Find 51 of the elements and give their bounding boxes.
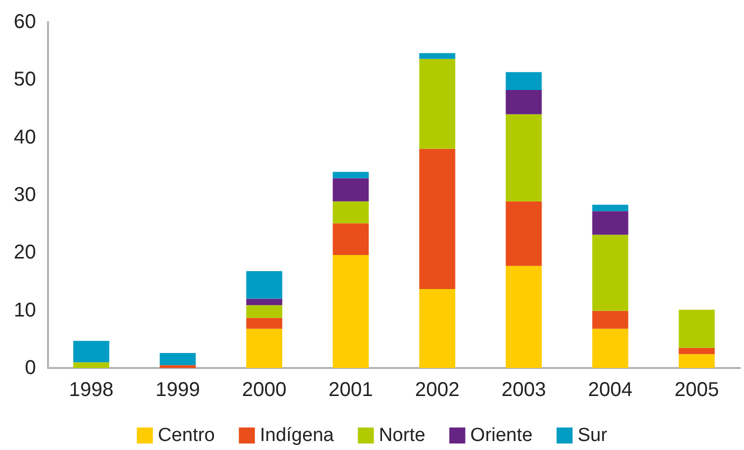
bar <box>678 354 715 368</box>
x-tick-label: 1999 <box>156 379 200 401</box>
bar <box>246 328 282 368</box>
bar <box>506 72 542 90</box>
bar <box>73 362 110 368</box>
y-tick-label: 60 <box>14 11 36 33</box>
bar <box>592 234 628 311</box>
x-tick-label: 2000 <box>242 379 286 401</box>
bar <box>160 365 196 368</box>
legend-label: Indígena <box>260 425 334 446</box>
bar <box>678 310 715 348</box>
bar <box>332 178 369 202</box>
bar <box>246 305 282 318</box>
bar <box>332 254 369 368</box>
bar <box>419 148 456 289</box>
bar <box>506 266 542 368</box>
bar <box>419 58 456 149</box>
x-tick-label: 2005 <box>674 379 719 401</box>
bar <box>73 340 110 362</box>
y-tick-label: 20 <box>14 242 36 264</box>
legend-label: Oriente <box>470 425 533 446</box>
bar <box>246 318 282 329</box>
y-tick-label: 0 <box>24 357 36 379</box>
x-tick-label: 2004 <box>588 379 632 401</box>
y-tick-label: 30 <box>14 184 36 206</box>
bar <box>592 328 628 368</box>
y-tick-label: 50 <box>14 68 36 91</box>
bar <box>160 353 196 366</box>
x-tick-label: 2003 <box>502 379 546 401</box>
bar <box>332 172 369 178</box>
x-tick-label: 2001 <box>328 379 373 401</box>
bar <box>332 201 369 224</box>
x-tick-label: 1998 <box>69 379 114 401</box>
y-tick-label: 40 <box>14 126 36 148</box>
bar <box>246 271 282 299</box>
x-tick-label: 2002 <box>415 379 460 401</box>
bar <box>506 201 542 266</box>
legend-label: Centro <box>158 425 215 446</box>
bar <box>419 53 456 59</box>
legend-label: Sur <box>578 425 608 446</box>
bar <box>332 223 369 255</box>
bar <box>419 288 456 368</box>
bar <box>592 211 628 235</box>
bar <box>592 204 628 212</box>
y-tick-label: 10 <box>14 299 36 322</box>
legend-label: Norte <box>378 425 426 446</box>
bar <box>506 114 542 202</box>
bar <box>246 298 282 306</box>
bar <box>678 348 715 354</box>
bar <box>592 310 628 329</box>
bar <box>506 90 542 114</box>
